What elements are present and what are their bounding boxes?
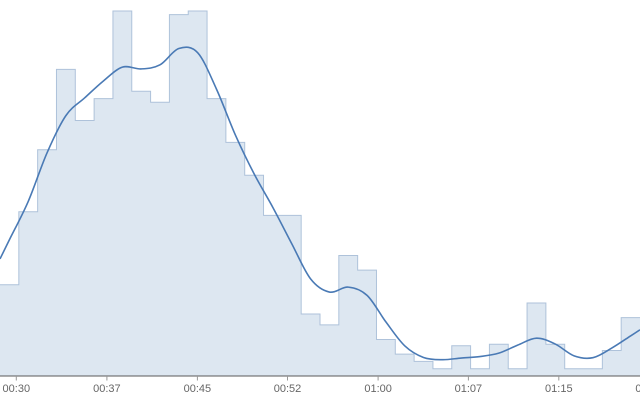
svg-text:00:37: 00:37	[93, 383, 121, 395]
svg-text:01:00: 01:00	[364, 383, 392, 395]
svg-text:01:22: 01:22	[635, 383, 640, 395]
svg-text:01:15: 01:15	[545, 383, 573, 395]
svg-text:00:45: 00:45	[184, 383, 212, 395]
svg-text:00:30: 00:30	[3, 383, 31, 395]
svg-text:00:52: 00:52	[274, 383, 302, 395]
svg-text:01:07: 01:07	[455, 383, 483, 395]
